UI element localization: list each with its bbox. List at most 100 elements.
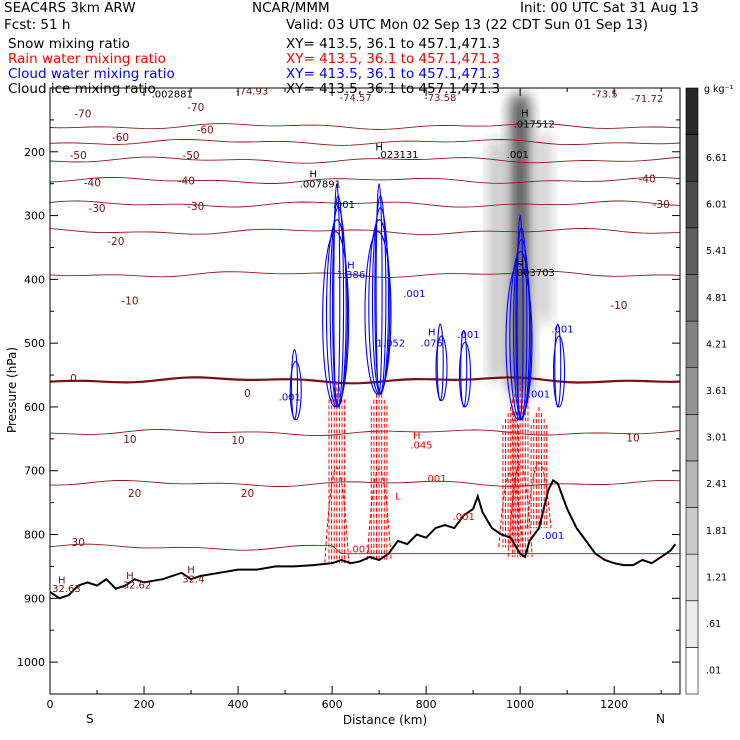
colorbar-cell [685, 367, 699, 415]
field-annotation: .001 [507, 150, 529, 161]
terrain-line [50, 478, 677, 600]
colorbar-label: 3.61 [706, 386, 727, 397]
isotherm-label: -20 [107, 236, 124, 248]
colorbar-cell [685, 507, 699, 555]
field-annotation: H [521, 109, 529, 120]
cloud-water-contour [552, 335, 566, 408]
field-annotation: -73.5 [592, 90, 618, 101]
colorbar-cell [685, 414, 699, 462]
field-annotation: -74.93 [236, 86, 268, 97]
isotherm-label: 0 [70, 373, 77, 385]
colorbar-cell [685, 553, 699, 602]
isotherm-line [50, 228, 680, 236]
isotherm-line [50, 156, 680, 164]
field-annotation: H [310, 169, 318, 180]
field-annotation: -74.57 [339, 93, 371, 104]
colorbar-label: 4.81 [706, 293, 727, 304]
colorbar-cell [685, 134, 699, 182]
y-tick-label: 600 [24, 401, 45, 414]
field-annotation: H [516, 257, 524, 268]
field-annotation: .001 [542, 531, 564, 542]
cloud-water-contour [436, 323, 444, 402]
colorbar-label: 4.21 [706, 339, 727, 350]
colorbar: .01 .61 1.21 1.81 2.41 3.01 3.61 4.21 4.81 5.41 6.… [685, 87, 727, 695]
x-tick-label: 200 [134, 698, 155, 711]
colorbar-cell [685, 87, 699, 135]
isotherm-label: -60 [197, 124, 214, 136]
isotherm-label: -40 [639, 174, 656, 186]
init-time: Init: 00 UTC Sat 31 Aug 13 [520, 0, 699, 16]
isotherm-label: -40 [178, 175, 195, 187]
field-annotation: H [126, 571, 134, 582]
field-annotation: -73.58 [424, 93, 456, 104]
axes-layer: 0 200 400 600 800 1000 12002003004005006007008… [17, 88, 680, 711]
cloud-water-contour [458, 341, 472, 408]
field-annotation: 32.63 [52, 584, 81, 595]
field-annotation: L [395, 491, 401, 502]
rain-contour-envelope [366, 468, 392, 561]
field-annotation: .001 [551, 324, 573, 335]
y-tick-label: 900 [24, 592, 45, 605]
isotherm-label: 10 [231, 435, 244, 447]
x-tick-label: 1200 [600, 698, 628, 711]
snow-column [536, 132, 551, 325]
field-annotation: .001 [424, 474, 446, 485]
isotherm-label: -10 [121, 295, 138, 307]
colorbar-cell [685, 600, 699, 648]
snow-shading-layer [489, 94, 551, 395]
y-axis-title: Pressure (hPa) [5, 347, 19, 433]
colorbar-cell [685, 274, 699, 322]
field-annotation: .001 [333, 200, 355, 211]
rain-contour-layer [324, 381, 552, 564]
isotherm-line [50, 479, 680, 487]
valid-time: Valid: 03 UTC Mon 02 Sep 13 (22 CDT Sun … [286, 17, 649, 33]
colorbar-unit: g kg⁻¹ [704, 84, 734, 95]
isotherm-label: -60 [112, 132, 129, 144]
field-annotation: H [347, 261, 355, 272]
field-annotation: 1.052 [377, 338, 406, 349]
field-annotation: .002881 [152, 90, 193, 101]
field-annotation: H [375, 143, 383, 154]
isotherm-label: 30 [72, 537, 85, 549]
cloud-water-contour [290, 348, 299, 421]
rain-contour-envelope [324, 467, 350, 564]
field-name-snow: Snow mixing ratio [8, 36, 130, 52]
field-annotation: H [187, 565, 195, 576]
rain-contour-envelope [507, 463, 533, 557]
x-axis-title: Distance (km) [343, 713, 427, 727]
colorbar-label: .61 [706, 619, 721, 630]
colorbar-cell [685, 460, 699, 508]
field-annotation: .017512 [514, 120, 555, 131]
field-annotation: 1.386 [337, 270, 366, 281]
annotation-layer: .002881 -74.93-74.57 -73.58 -73.5 -71.72H.01… [52, 86, 663, 595]
isotherm-line [50, 200, 680, 208]
isotherm-label: -70 [74, 109, 91, 121]
colorbar-label: 1.81 [706, 526, 727, 537]
y-tick-label: 300 [24, 210, 45, 223]
isotherm-line [50, 543, 680, 555]
colorbar-label: .01 [706, 666, 721, 677]
field-annotation: H [428, 328, 436, 339]
colorbar-label: 2.41 [706, 479, 727, 490]
x-tick-label: 800 [416, 698, 437, 711]
x-tick-label: 1000 [506, 698, 534, 711]
colorbar-label: 6.61 [706, 153, 727, 164]
snow-column [489, 139, 504, 382]
model-title: SEAC4RS 3km ARW [4, 0, 136, 16]
y-tick-label: 700 [24, 465, 45, 478]
isotherm-label: 0 [244, 388, 251, 400]
field-annotation: .001 [349, 544, 371, 555]
field-name-rain: Rain water mixing ratio [8, 51, 166, 67]
field-annotation: .045 [410, 440, 432, 451]
cloud-water-contour [364, 231, 392, 395]
isotherm-label: -30 [653, 199, 670, 211]
isotherm-line [50, 429, 680, 437]
isotherm-label: 10 [123, 434, 136, 446]
colorbar-cell [685, 180, 699, 229]
cloud-water-contour [460, 329, 468, 408]
field-annotation: .076 [421, 338, 443, 349]
field-xy-rain: XY= 413.5, 36.1 to 457.1,471.3 [286, 51, 501, 67]
cloud-water-contour [554, 323, 562, 408]
y-tick-label: 400 [24, 273, 45, 286]
snow-column [510, 94, 531, 395]
